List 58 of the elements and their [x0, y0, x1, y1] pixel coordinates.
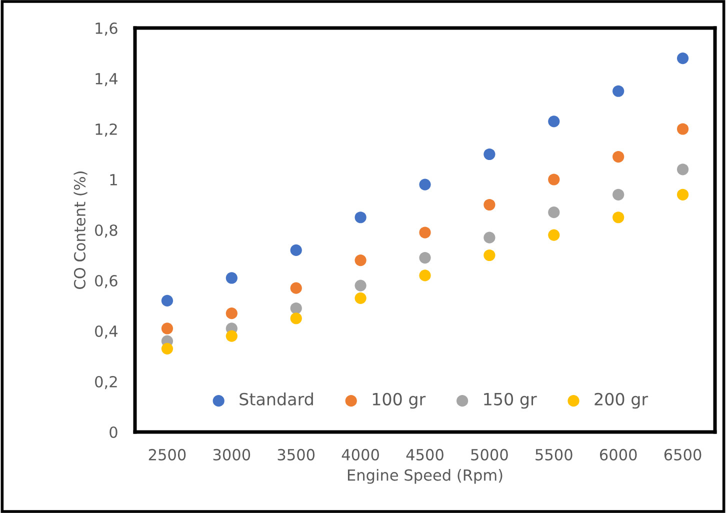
y-tick-label: 0,8	[95, 224, 118, 238]
point	[226, 272, 238, 284]
point	[290, 244, 302, 256]
point	[612, 212, 624, 224]
x-axis-title: Engine Speed (Rpm)	[348, 469, 502, 484]
point	[226, 330, 238, 342]
point	[548, 206, 560, 218]
point	[484, 148, 496, 160]
point	[548, 229, 560, 241]
y-tick-label: 1,4	[96, 73, 118, 86]
y-axis-title: CO Content (%)	[74, 172, 88, 289]
x-tick-label: 6500	[664, 448, 702, 460]
point	[548, 116, 560, 128]
point	[354, 212, 366, 224]
point	[290, 302, 302, 314]
point	[161, 342, 174, 354]
x-tick-label: 4000	[342, 448, 379, 460]
point	[161, 294, 174, 307]
legend-label: 200 gr	[594, 392, 648, 409]
point	[419, 226, 431, 238]
point	[354, 254, 366, 266]
point	[612, 188, 624, 200]
y-tick-label: 1,2	[96, 123, 117, 137]
point	[354, 280, 366, 292]
y-tick-label: 1,6	[96, 22, 118, 36]
point	[161, 322, 174, 334]
point	[419, 270, 431, 282]
point	[676, 123, 689, 135]
point	[676, 52, 689, 64]
point	[290, 282, 302, 294]
y-tick-label: 0	[110, 426, 118, 438]
x-tick-label: 2500	[148, 448, 186, 460]
x-tick-label: 4500	[406, 448, 444, 460]
y-tick-label: 1	[110, 174, 117, 186]
x-tick-label: 5500	[536, 448, 572, 460]
point	[226, 308, 238, 320]
legend-label: Standard	[240, 392, 313, 406]
point	[612, 150, 624, 163]
legend-label: 100 gr	[372, 392, 426, 409]
legend-label: 150 gr	[484, 392, 537, 409]
point	[290, 312, 302, 324]
y-tick-label: 0,2	[95, 376, 117, 390]
point	[676, 164, 689, 176]
y-tick-label: 0,6	[95, 274, 118, 288]
point	[354, 292, 366, 304]
point	[484, 232, 496, 244]
x-tick-label: 3500	[278, 448, 315, 460]
point	[612, 85, 624, 97]
point	[548, 174, 560, 186]
point	[484, 249, 496, 262]
x-tick-label: 3000	[213, 448, 250, 460]
point	[419, 252, 431, 264]
x-tick-label: 5000	[471, 448, 508, 460]
point	[676, 188, 689, 200]
point	[484, 198, 496, 211]
x-tick-label: 6000	[600, 448, 637, 460]
y-tick-label: 0,4	[95, 325, 118, 339]
point	[419, 178, 431, 190]
